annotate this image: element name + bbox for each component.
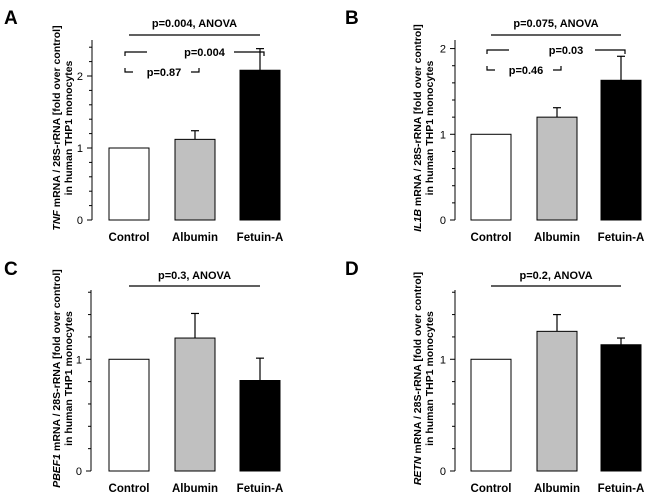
- bar-fetuin-a: [239, 380, 281, 472]
- y-tick-label: 0: [440, 215, 446, 227]
- anova-p-value: p=0.3, ANOVA: [158, 270, 231, 282]
- x-category-label: Control: [109, 232, 150, 244]
- y-axis-label: RETN mRNA / 28S-rRNA [fold over control]: [412, 272, 424, 485]
- y-axis-label-rest: mRNA / 28S-rRNA [fold over control]: [51, 269, 63, 454]
- panel-b: B 0 1 2 Control Albumin Fetuin-A IL1B mRNA / 28…: [345, 8, 644, 244]
- panel-letter: A: [4, 8, 18, 29]
- pairwise-p-value: p=0.03: [549, 45, 584, 57]
- bar-albumin: [174, 337, 216, 472]
- y-axis-label-line2: in human THP1 monocytes: [63, 60, 75, 195]
- bar-control: [108, 358, 150, 472]
- panel-letter: D: [345, 259, 359, 280]
- bar-fetuin-a: [600, 79, 642, 221]
- y-axis-label-rest: mRNA / 28S-rRNA [fold over control]: [51, 25, 63, 210]
- x-category-label: Fetuin-A: [237, 483, 284, 495]
- y-axis-label-gene: IL1B: [412, 209, 424, 232]
- y-axis-label: PBEF1 mRNA / 28S-rRNA [fold over control…: [51, 269, 63, 488]
- bracket-left: [124, 51, 147, 56]
- y-axis-label-line2: in human THP1 monocytes: [424, 60, 436, 195]
- y-axis-label-rest: mRNA / 28S-rRNA [fold over control]: [412, 272, 424, 457]
- x-category-label: Albumin: [534, 232, 580, 244]
- x-category-label: Control: [471, 232, 512, 244]
- x-category-label: Fetuin-A: [237, 232, 284, 244]
- anova-p-value: p=0.075, ANOVA: [513, 18, 598, 30]
- x-category-label: Fetuin-A: [598, 483, 645, 495]
- y-tick-label: 0: [77, 215, 83, 227]
- x-category-label: Fetuin-A: [598, 232, 645, 244]
- bar-fetuin-a: [600, 344, 642, 472]
- x-category-label: Control: [471, 483, 512, 495]
- panel-letter: B: [345, 8, 359, 29]
- y-axis-label-gene: PBEF1: [51, 454, 63, 488]
- panel-d: D 0 1 Control Albumin Fetuin-A RETN mRNA / 28S…: [345, 259, 644, 495]
- panel-letter: C: [4, 259, 18, 280]
- pairwise-p-value: p=0.46: [509, 65, 544, 77]
- y-tick-label: 1: [77, 143, 83, 155]
- bar-control: [470, 358, 512, 472]
- bar-fetuin-a: [239, 69, 281, 221]
- pairwise-p-value: p=0.004: [184, 47, 226, 59]
- y-tick-label: 2: [77, 71, 83, 83]
- y-axis-label-line2: in human THP1 monocytes: [424, 311, 436, 446]
- y-tick-label: 1: [440, 129, 446, 141]
- y-tick-label: 1: [76, 354, 82, 366]
- y-tick-label: 2: [440, 44, 446, 56]
- panel-a: A 0 1 2 Control Albumin Fetuin-A TNF mRNA / 28S…: [4, 8, 283, 244]
- pairwise-p-value: p=0.87: [147, 67, 182, 79]
- bracket-gap: [495, 63, 553, 75]
- y-tick-label: 0: [440, 466, 446, 478]
- x-category-label: Albumin: [172, 232, 218, 244]
- y-tick-label: 1: [440, 354, 446, 366]
- y-axis-label-rest: mRNA / 28S-rRNA [fold over control]: [412, 24, 424, 209]
- y-axis-label-gene: RETN: [412, 456, 424, 485]
- y-axis-label-gene: TNF: [51, 210, 63, 231]
- x-category-label: Albumin: [172, 483, 218, 495]
- anova-p-value: p=0.004, ANOVA: [152, 18, 237, 30]
- bar-albumin: [536, 116, 578, 221]
- bar-albumin: [174, 138, 216, 221]
- y-axis-label: IL1B mRNA / 28S-rRNA [fold over control]: [412, 24, 424, 232]
- bracket-right: [234, 51, 265, 56]
- bracket-right: [595, 49, 626, 54]
- bracket-gap: [133, 65, 191, 77]
- x-category-label: Control: [109, 483, 150, 495]
- y-axis-label-line2: in human THP1 monocytes: [63, 311, 75, 446]
- bracket-left: [486, 49, 509, 54]
- panel-c: C 0 1 Control Albumin Fetuin-A PBEF1 mRNA / 28…: [4, 259, 283, 495]
- bar-control: [108, 147, 150, 221]
- y-tick-label: 0: [76, 466, 82, 478]
- bar-control: [470, 133, 512, 221]
- bar-albumin: [536, 330, 578, 472]
- anova-p-value: p=0.2, ANOVA: [519, 270, 592, 282]
- x-category-label: Albumin: [534, 483, 580, 495]
- y-axis-label: TNF mRNA / 28S-rRNA [fold over control]: [51, 25, 63, 230]
